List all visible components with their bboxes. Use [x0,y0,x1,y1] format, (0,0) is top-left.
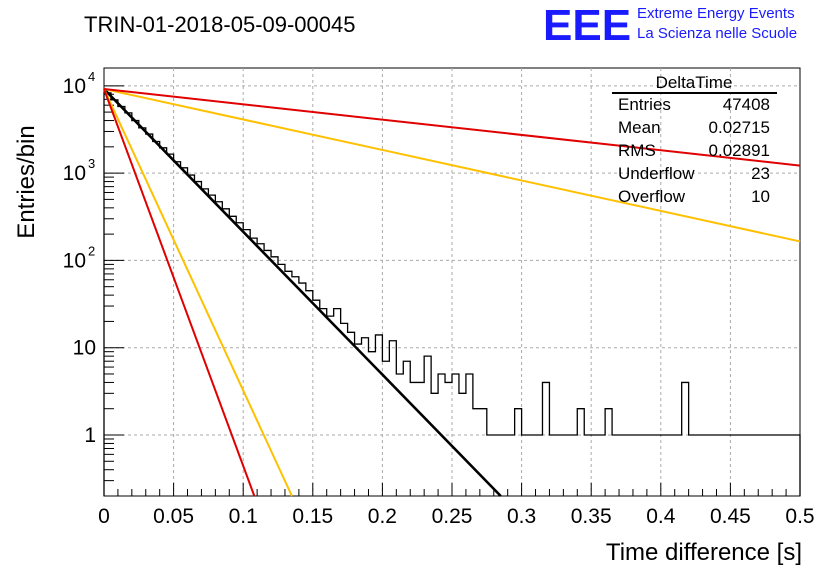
fit-line [103,88,256,497]
x-tick-label: 0 [98,505,110,528]
stats-rows: Entries 47408 Mean 0.02715 RMS 0.02891 Underfl… [618,95,770,206]
chart-title: TRIN-01-2018-05-09-00045 [84,12,356,37]
x-tick-label: 0.1 [229,505,258,528]
x-tick-label: 0.45 [710,505,751,528]
y-tick-label: 10 [73,337,96,360]
histogram-outline [103,92,801,496]
x-tick-labels: 0 0.05 0.1 0.15 0.2 0.25 0.3 0.35 0.4 0.45 0.5 [98,505,814,528]
stats-row-label: Underflow [618,164,695,183]
histogram [103,92,801,496]
stats-row-label: Overflow [618,187,686,206]
stats-row-label: Mean [618,118,661,137]
stats-row-label: RMS [618,141,656,160]
fit-line [103,88,293,497]
y-axis-title: Entries/bin [13,125,40,238]
stats-box-title: DeltaTime [656,73,733,92]
x-tick-label: 0.3 [507,505,536,528]
x-tick-label: 0.05 [153,505,194,528]
eee-logo-mark: EEE [543,1,631,50]
fit-line [103,88,502,497]
x-tick-label: 0.2 [368,505,397,528]
y-tick-exponent: 3 [88,156,95,171]
eee-logo-line2: La Scienza nelle Scuole [637,25,797,42]
x-axis-title: Time difference [s] [606,539,802,566]
stats-row-value: 23 [751,164,770,183]
x-tick-label: 0.4 [646,505,676,528]
fit-line [103,88,801,243]
stats-row-value: 0.02891 [709,141,770,160]
stats-row-value: 0.02715 [709,118,770,137]
x-tick-label: 0.5 [785,505,814,528]
y-tick-label: 10 [63,75,86,98]
x-tick-label: 0.25 [432,505,473,528]
stats-row-value: 47408 [723,95,770,114]
y-tick-label: 10 [63,162,86,185]
stats-row-label: Entries [618,95,671,114]
y-tick-exponent: 4 [88,69,95,84]
x-tick-label: 0.35 [571,505,612,528]
stats-row-value: 10 [751,187,770,206]
y-tick-exponent: 2 [88,243,95,258]
stats-box: DeltaTime Entries 47408 Mean 0.02715 RMS 0.02… [612,73,777,206]
y-tick-label: 1 [84,424,96,447]
x-tick-label: 0.15 [292,505,333,528]
y-tick-label: 10 [63,249,86,272]
eee-logo-line1: Extreme Energy Events [637,5,795,22]
fit-line [103,87,801,167]
fit-lines [103,87,801,497]
